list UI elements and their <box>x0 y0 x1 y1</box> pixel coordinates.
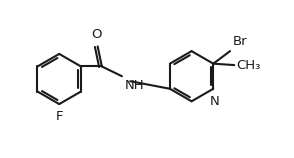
Text: Br: Br <box>232 35 247 48</box>
Text: NH: NH <box>125 79 144 92</box>
Text: CH₃: CH₃ <box>236 59 261 72</box>
Text: N: N <box>210 95 220 108</box>
Text: O: O <box>91 28 101 41</box>
Text: F: F <box>56 110 63 123</box>
